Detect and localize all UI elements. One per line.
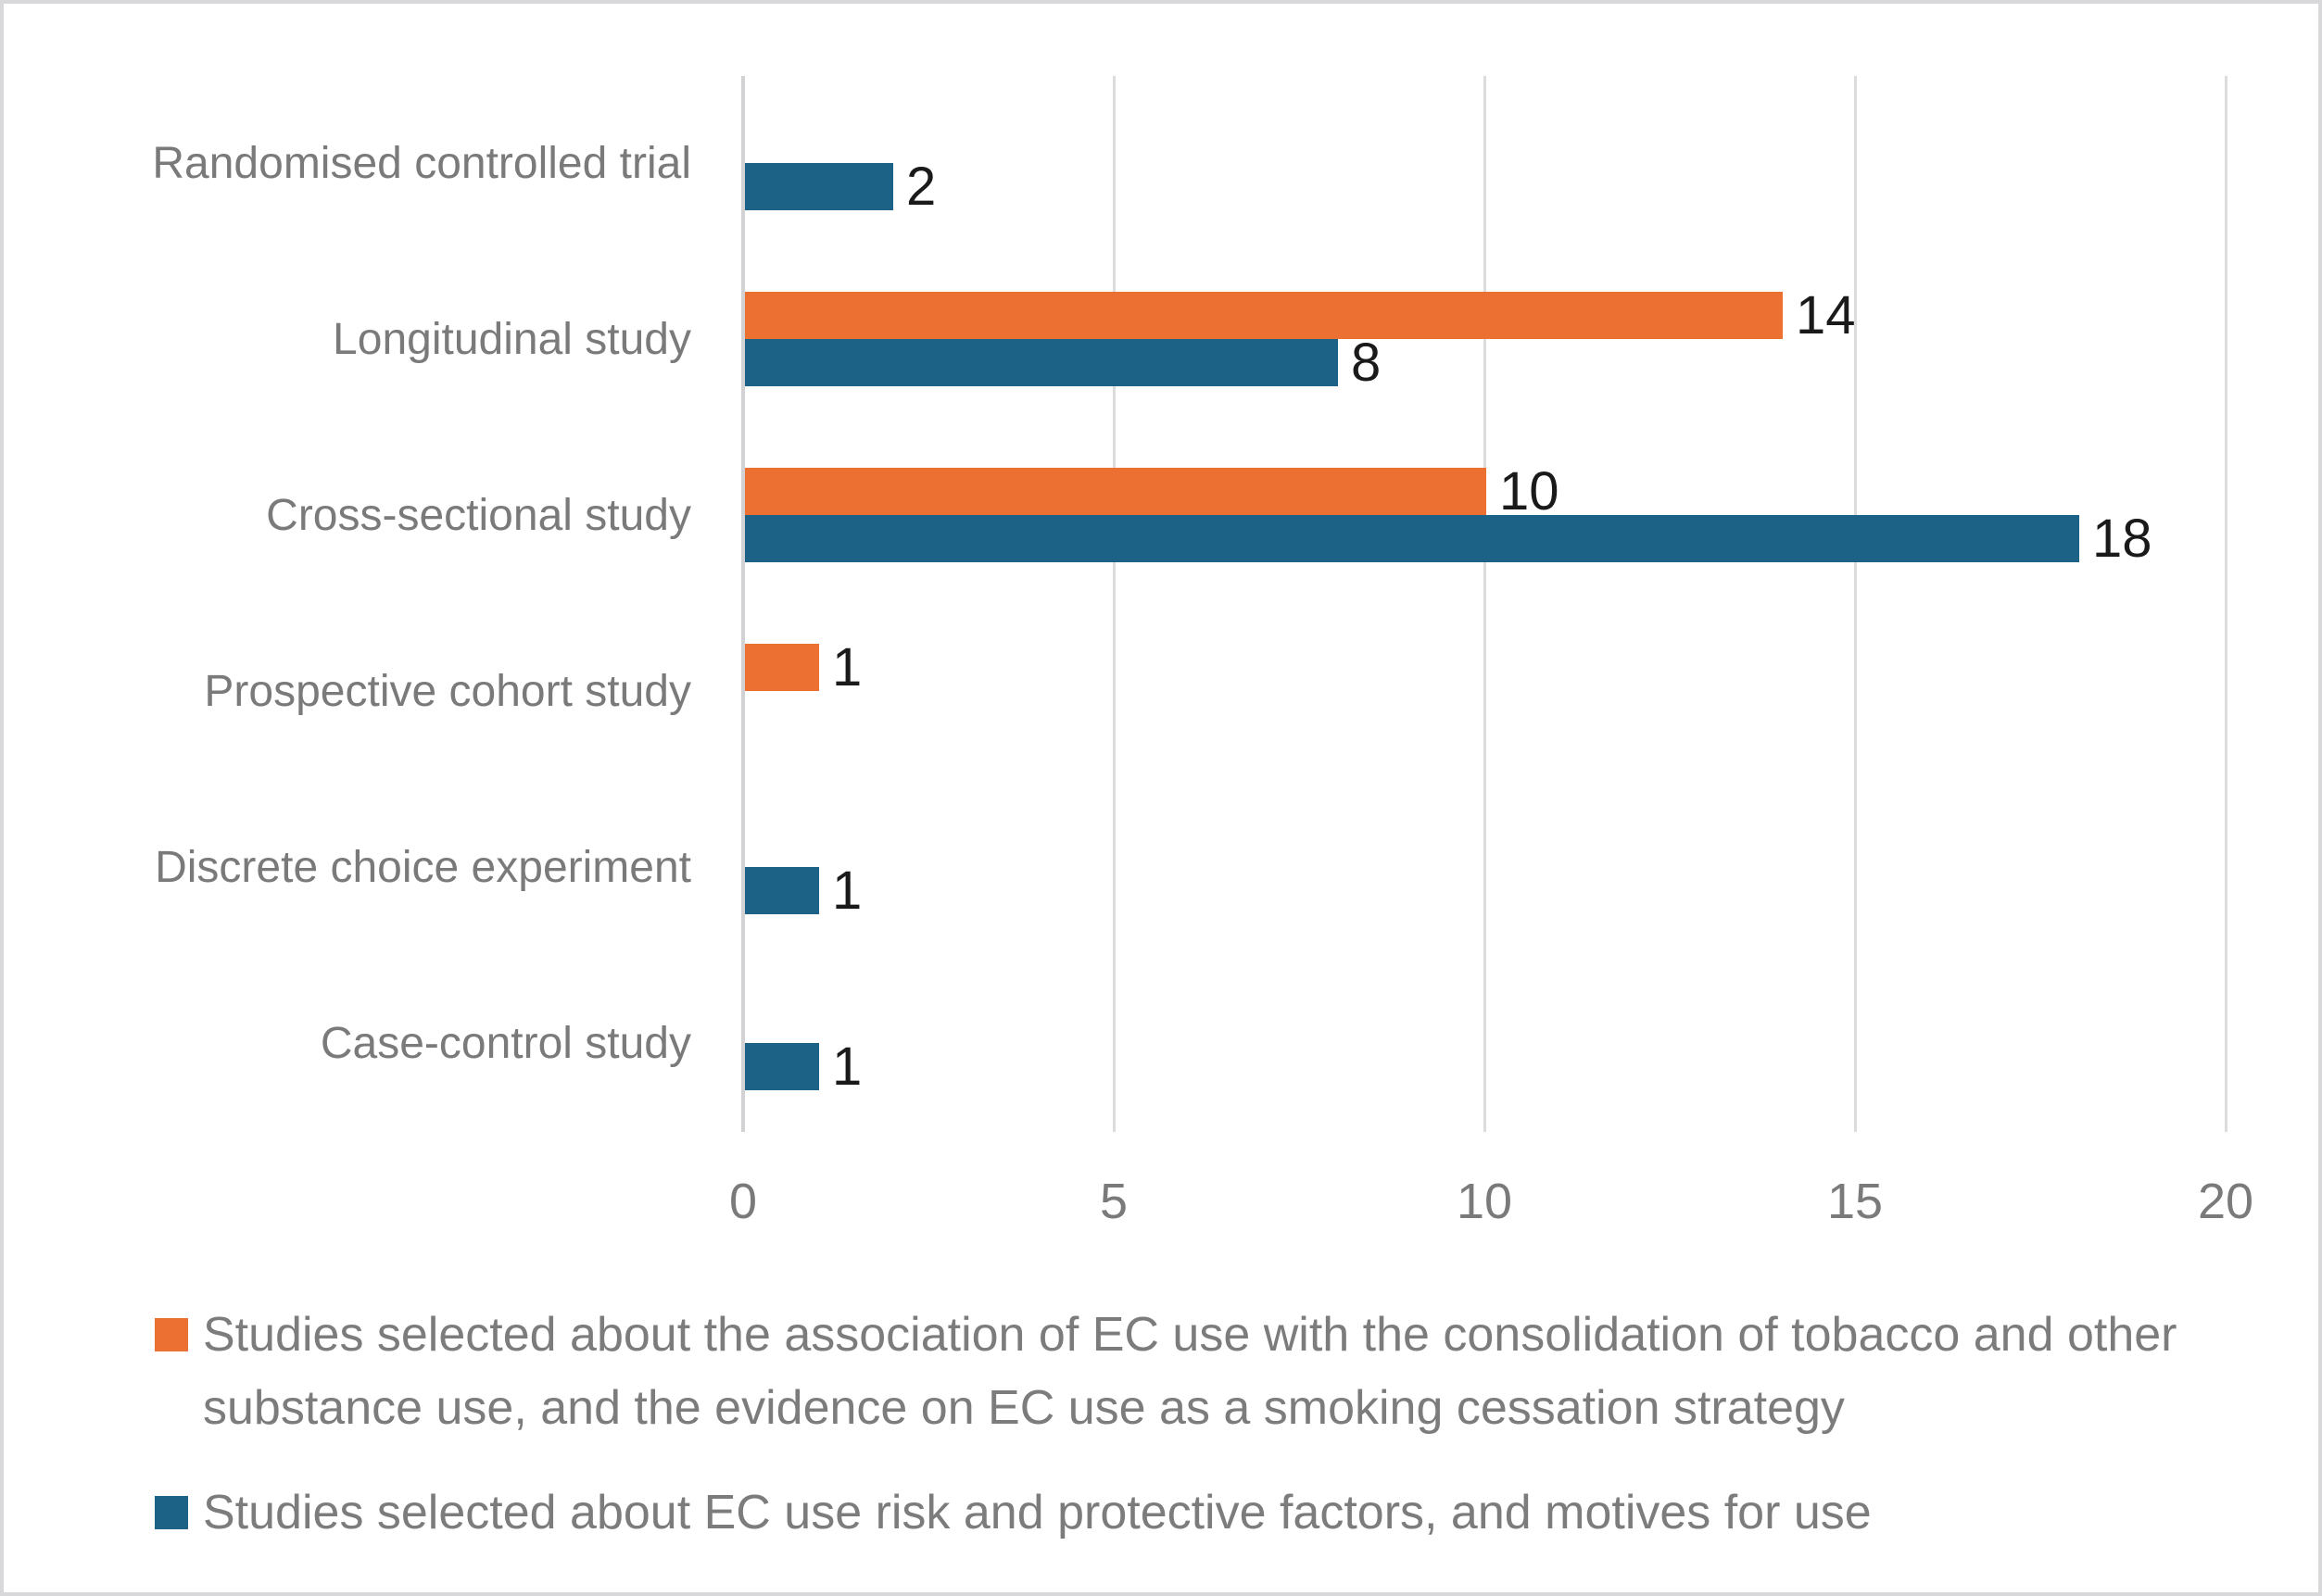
- bar-value-label: 1: [832, 860, 863, 921]
- bar-blue: [745, 339, 1338, 386]
- category-label: Case-control study: [320, 1019, 691, 1068]
- x-tick-label: 20: [2197, 1174, 2254, 1229]
- legend-item-series-1: Studies selected about the association o…: [155, 1299, 2223, 1445]
- gridline: [1483, 76, 1486, 1132]
- bar-blue: [745, 1043, 819, 1090]
- legend-label-series-2: Studies selected about EC use risk and p…: [203, 1486, 1872, 1539]
- legend-swatch-blue-icon: [155, 1496, 188, 1529]
- gridline: [1112, 76, 1116, 1132]
- category-label: Longitudinal study: [333, 315, 691, 364]
- legend-swatch-orange-icon: [155, 1318, 188, 1351]
- legend-label-series-1: Studies selected about the association o…: [203, 1308, 2177, 1435]
- legend-item-series-2: Studies selected about EC use risk and p…: [155, 1477, 1872, 1550]
- bar-data-labels: 2 14 8 10 18 1 1 1: [4, 4, 2318, 1592]
- y-axis-line: [741, 76, 745, 1132]
- category-axis-labels: Randomised controlled trial Longitudinal …: [4, 4, 2318, 1592]
- gridline: [2224, 76, 2227, 1132]
- bar-value-label: 14: [1796, 284, 1856, 346]
- chart-legend: Studies selected about the association o…: [4, 4, 2318, 1592]
- bar-orange: [745, 644, 819, 691]
- category-label: Prospective cohort study: [204, 667, 691, 716]
- bar-orange: [745, 468, 1486, 515]
- bar-value-label: 10: [1499, 460, 1559, 522]
- category-label: Discrete choice experiment: [155, 843, 691, 892]
- bar-blue: [745, 867, 819, 914]
- bar-blue: [745, 163, 893, 210]
- gridlines: [4, 4, 2318, 1592]
- bar-value-label: 1: [832, 636, 863, 697]
- bar-value-label: 1: [832, 1036, 863, 1097]
- x-tick-label: 0: [728, 1174, 758, 1229]
- bar-value-label: 2: [906, 156, 937, 217]
- x-axis-tick-labels: 0 5 10 15 20: [4, 4, 2318, 1592]
- category-label: Cross-sectional study: [266, 491, 691, 540]
- bar-value-label: 8: [1351, 332, 1382, 393]
- bar-orange: [745, 292, 1783, 339]
- x-tick-label: 15: [1826, 1174, 1884, 1229]
- x-tick-label: 10: [1456, 1174, 1513, 1229]
- category-label: Randomised controlled trial: [152, 139, 691, 188]
- bar-blue: [745, 515, 2079, 562]
- gridline: [1853, 76, 1857, 1132]
- bars-layer: [4, 4, 2318, 1592]
- x-tick-label: 5: [1099, 1174, 1129, 1229]
- bar-value-label: 18: [2092, 508, 2152, 569]
